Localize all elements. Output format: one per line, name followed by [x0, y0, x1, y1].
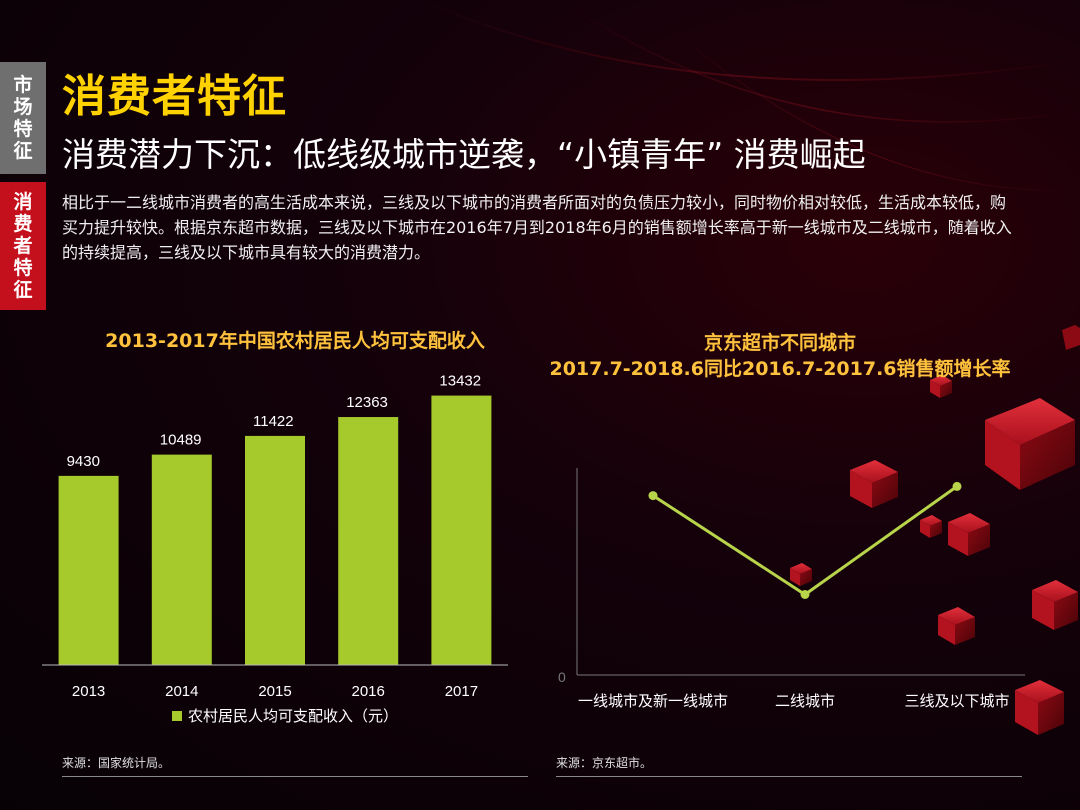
x-tick-label: 2016 — [352, 683, 385, 700]
data-point — [800, 590, 810, 599]
y-tick-label: 0 — [558, 669, 566, 685]
legend-swatch — [172, 710, 182, 721]
bar-chart-title: 2013-2017年中国农村居民人均可支配收入 — [105, 330, 485, 352]
cube — [920, 515, 942, 538]
data-point — [952, 481, 962, 491]
light-streaks — [419, 0, 1080, 191]
legend-label: 农村居民人均可支配收入（元） — [188, 707, 399, 725]
bar-chart-source: 来源：国家统计局。 — [62, 756, 171, 770]
line-chart-title-line: 京东超市不同城市 — [703, 332, 856, 354]
cube — [930, 375, 952, 398]
x-tick-label: 三线及以下城市 — [904, 693, 1009, 710]
line-chart-source: 来源：京东超市。 — [556, 756, 653, 770]
page-subtitle: 消费潜力下沉：低线级城市逆袭，“小镇青年” 消费崛起 — [62, 135, 866, 174]
cube — [948, 513, 990, 556]
divider — [556, 776, 1022, 777]
cube — [790, 563, 812, 586]
cube — [1062, 325, 1080, 350]
line-chart-title-line: 2017.7-2018.6同比2016.7-2017.6销售额增长率 — [549, 358, 1011, 380]
sidebar-tab-consumer[interactable]: 消费者特征 — [0, 182, 46, 310]
cube — [1015, 680, 1064, 735]
data-label: 9430 — [67, 453, 100, 470]
bar-chart-legend: 农村居民人均可支配收入（元） — [172, 705, 398, 726]
sidebar-tab-label: 消费者特征 — [13, 191, 33, 301]
data-label: 13432 — [439, 373, 481, 390]
sidebar-tab-label: 市场特征 — [13, 74, 33, 162]
x-tick-label: 2017 — [445, 683, 478, 700]
x-tick-label: 2015 — [258, 683, 291, 700]
bar — [151, 454, 212, 665]
x-tick-label: 二线城市 — [775, 693, 835, 710]
sidebar-tab-market[interactable]: 市场特征 — [0, 62, 46, 174]
x-tick-label: 2013 — [72, 683, 105, 700]
cube — [985, 398, 1075, 490]
bar — [431, 395, 492, 665]
description-paragraph: 相比于一二线城市消费者的高生活成本来说，三线及以下城市的消费者所面对的负债压力较… — [62, 193, 1012, 262]
cube — [1032, 580, 1078, 630]
cube — [850, 460, 898, 508]
x-tick-label: 一线城市及新一线城市 — [578, 693, 728, 710]
bar — [338, 417, 399, 665]
divider — [62, 776, 528, 777]
bar — [58, 475, 119, 665]
data-point — [648, 491, 658, 501]
data-label: 10489 — [160, 432, 202, 449]
bar — [245, 435, 305, 665]
line-chart-title: 京东超市不同城市 2017.7-2018.6同比2016.7-2017.6销售额… — [530, 330, 1030, 382]
x-tick-label: 2014 — [165, 683, 198, 700]
page-title: 消费者特征 — [62, 71, 287, 122]
data-label: 12363 — [346, 394, 388, 411]
series-line — [652, 485, 958, 597]
cube — [938, 607, 975, 645]
data-label: 11422 — [253, 413, 294, 430]
